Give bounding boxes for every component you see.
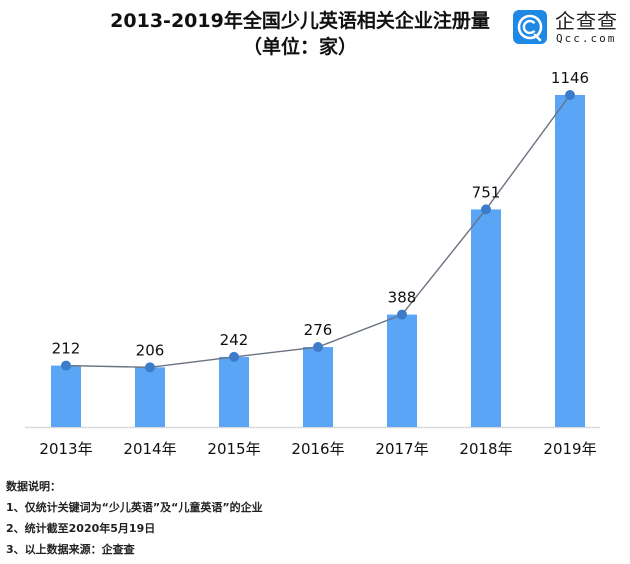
data-point-marker	[481, 204, 491, 215]
x-tick-label: 2018年	[459, 440, 512, 458]
data-point-marker	[61, 360, 71, 371]
bar	[387, 314, 417, 427]
data-point-marker	[229, 351, 239, 362]
x-tick-label: 2013年	[39, 440, 92, 458]
data-label: 276	[304, 321, 333, 339]
data-label: 206	[136, 341, 165, 359]
bar	[555, 95, 585, 427]
notes-heading: 数据说明：	[6, 480, 61, 493]
x-tick-label: 2014年	[123, 440, 176, 458]
qcc-logo: 企查查 Qcc.com	[513, 10, 630, 50]
bar	[219, 356, 249, 427]
note-item-3: 3、以上数据来源：企查查	[6, 543, 135, 556]
x-tick-label: 2015年	[207, 440, 260, 458]
bar	[51, 365, 81, 427]
data-point-marker	[397, 309, 407, 320]
chart-title-unit: （单位：家）	[242, 36, 357, 58]
data-label: 242	[220, 331, 249, 349]
x-tick-label: 2016年	[291, 440, 344, 458]
data-label: 751	[472, 183, 501, 201]
note-item-2: 2、统计截至2020年5月19日	[6, 522, 156, 535]
data-label: 212	[52, 340, 81, 358]
data-point-marker	[565, 90, 575, 100]
data-notes: 数据说明： 1、仅统计关键词为“少儿英语”及“儿童英语”的企业 2、统计截至20…	[6, 476, 263, 560]
bar	[471, 209, 501, 427]
qcc-logo-icon	[513, 10, 547, 44]
note-item-1: 1、仅统计关键词为“少儿英语”及“儿童英语”的企业	[6, 501, 263, 514]
logo-name-cn: 企查查	[555, 9, 618, 33]
chart-title-line1: 2013-2019年全国少儿英语相关企业注册量	[110, 10, 490, 32]
data-label: 1146	[551, 69, 589, 87]
bar	[135, 367, 165, 427]
x-tick-label: 2017年	[375, 440, 428, 458]
x-tick-label: 2019年	[543, 440, 596, 458]
data-point-marker	[313, 342, 323, 353]
logo-name-en: Qcc.com	[556, 32, 617, 45]
chart-title: 2013-2019年全国少儿英语相关企业注册量 （单位：家）	[100, 8, 500, 60]
data-point-marker	[145, 362, 155, 373]
bar	[303, 347, 333, 427]
bar-line-chart: 212 2013年 206 2014年 242 2015年 276 2016年 388 2017年…	[25, 69, 600, 458]
data-label: 388	[388, 289, 417, 307]
